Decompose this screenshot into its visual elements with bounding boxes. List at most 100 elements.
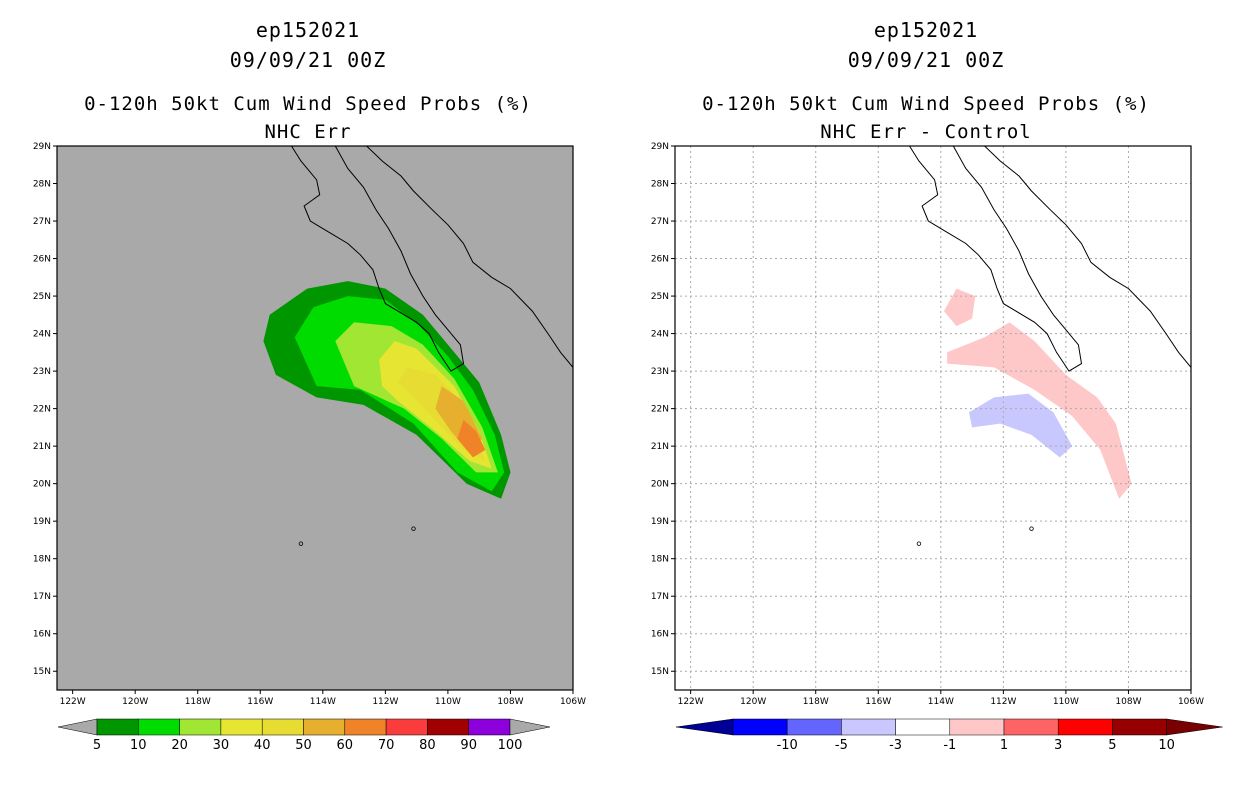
y-tick-label: 27N	[651, 217, 669, 227]
x-tick-label: 122W	[60, 697, 86, 707]
colorbar-label: -5	[835, 738, 848, 753]
coastline-mainland	[366, 146, 573, 368]
colorbar-swatch	[468, 718, 511, 736]
colorbar-label: 40	[254, 738, 271, 753]
plot-content	[263, 146, 578, 546]
y-tick-label: 26N	[33, 255, 51, 265]
colorbar-end-left	[675, 718, 734, 736]
colorbar: 5 10 20 30 40 50 60 70 80 90 100	[57, 718, 551, 753]
y-tick-label: 15N	[33, 667, 51, 677]
chart-date: 09/09/21 00Z	[848, 48, 1005, 72]
y-tick-label: 21N	[33, 442, 51, 452]
colorbar-label: 60	[337, 738, 354, 753]
y-tick-label: 18N	[33, 555, 51, 565]
colorbar-label: 90	[460, 738, 477, 753]
colorbar-swatch	[949, 718, 1005, 736]
colorbar-label: 20	[171, 738, 188, 753]
y-tick-label: 19N	[33, 517, 51, 527]
colorbar-swatch	[261, 718, 304, 736]
contour-level-60	[457, 419, 486, 458]
chart-title: 0-120h 50kt Cum Wind Speed Probs (%)	[702, 93, 1150, 115]
x-tick-label: 116W	[247, 697, 273, 707]
island	[298, 541, 304, 546]
x-tick-label: 106W	[560, 697, 586, 707]
island	[916, 541, 922, 546]
colorbar-label: 70	[378, 738, 395, 753]
y-tick-label: 28N	[33, 180, 51, 190]
chart-date: 09/09/21 00Z	[230, 48, 387, 72]
island	[1192, 452, 1196, 456]
y-tick-label: 25N	[651, 292, 669, 302]
storm-id: ep152021	[256, 18, 360, 42]
coastline-baja	[909, 146, 1083, 372]
coastline-baja	[291, 146, 465, 372]
x-tick-label: 112W	[372, 697, 398, 707]
colorbar-swatch	[786, 718, 842, 736]
y-tick-label: 27N	[33, 217, 51, 227]
colorbar-label: 3	[1054, 738, 1062, 753]
x-tick-label: 110W	[435, 697, 461, 707]
plot-area	[675, 146, 1191, 690]
colorbar-swatch	[220, 718, 263, 736]
y-tick-label: 28N	[651, 180, 669, 190]
y-tick-label: 22N	[33, 405, 51, 415]
colorbar-label: -1	[943, 738, 956, 753]
y-tick-label: 24N	[33, 330, 51, 340]
x-tick-label: 122W	[678, 697, 704, 707]
x-tick-label: 120W	[740, 697, 766, 707]
x-tick-label: 114W	[310, 697, 336, 707]
coastline-mainland	[984, 146, 1191, 368]
y-tick-label: 29N	[33, 142, 51, 152]
colorbar-label: 10	[130, 738, 147, 753]
colorbar-label: 100	[498, 738, 523, 753]
x-tick-label: 110W	[1053, 697, 1079, 707]
colorbar-swatch	[179, 718, 222, 736]
colorbar-swatch	[841, 718, 896, 736]
x-tick-label: 112W	[990, 697, 1016, 707]
colorbar-label: -10	[777, 738, 798, 753]
colorbar-end-left	[57, 718, 98, 736]
y-tick-label: 17N	[651, 592, 669, 602]
y-tick-label: 18N	[651, 555, 669, 565]
x-tick-label: 106W	[1178, 697, 1204, 707]
y-tick-label: 16N	[651, 630, 669, 640]
y-tick-label: 26N	[651, 255, 669, 265]
y-tick-label: 16N	[33, 630, 51, 640]
y-tick-label: 21N	[651, 442, 669, 452]
island	[574, 452, 578, 456]
y-tick-label: 19N	[651, 517, 669, 527]
plot-frame	[56, 145, 574, 691]
contour-level--1	[969, 393, 1073, 458]
y-tick-label: 22N	[651, 405, 669, 415]
y-tick-label: 29N	[651, 142, 669, 152]
island	[411, 526, 416, 531]
x-tick-label: 118W	[803, 697, 829, 707]
x-tick-label: 116W	[865, 697, 891, 707]
colorbar-end-right	[1166, 718, 1223, 736]
plot-frame	[674, 145, 1192, 691]
colorbar-label: -3	[889, 738, 902, 753]
colorbar-swatch	[303, 718, 346, 736]
y-tick-label: 17N	[33, 592, 51, 602]
colorbar-label: 80	[419, 738, 436, 753]
y-tick-label: 24N	[651, 330, 669, 340]
colorbar-label: 5	[93, 738, 101, 753]
y-tick-label: 15N	[651, 667, 669, 677]
y-tick-label: 20N	[651, 480, 669, 490]
x-tick-label: 120W	[122, 697, 148, 707]
contour-level-1	[943, 288, 976, 327]
colorbar-label: 5	[1108, 738, 1116, 753]
colorbar-swatch	[385, 718, 428, 736]
y-tick-label: 20N	[33, 480, 51, 490]
plot-content	[675, 146, 1196, 690]
colorbar-swatch	[96, 718, 139, 736]
y-tick-label: 23N	[651, 367, 669, 377]
island	[1029, 526, 1034, 531]
y-tick-label: 25N	[33, 292, 51, 302]
y-tick-label: 23N	[33, 367, 51, 377]
colorbar-swatch	[895, 718, 951, 736]
contour-level-1	[947, 322, 1132, 499]
x-tick-label: 108W	[1115, 697, 1141, 707]
colorbar-label: 1	[1000, 738, 1008, 753]
x-tick-label: 114W	[928, 697, 954, 707]
